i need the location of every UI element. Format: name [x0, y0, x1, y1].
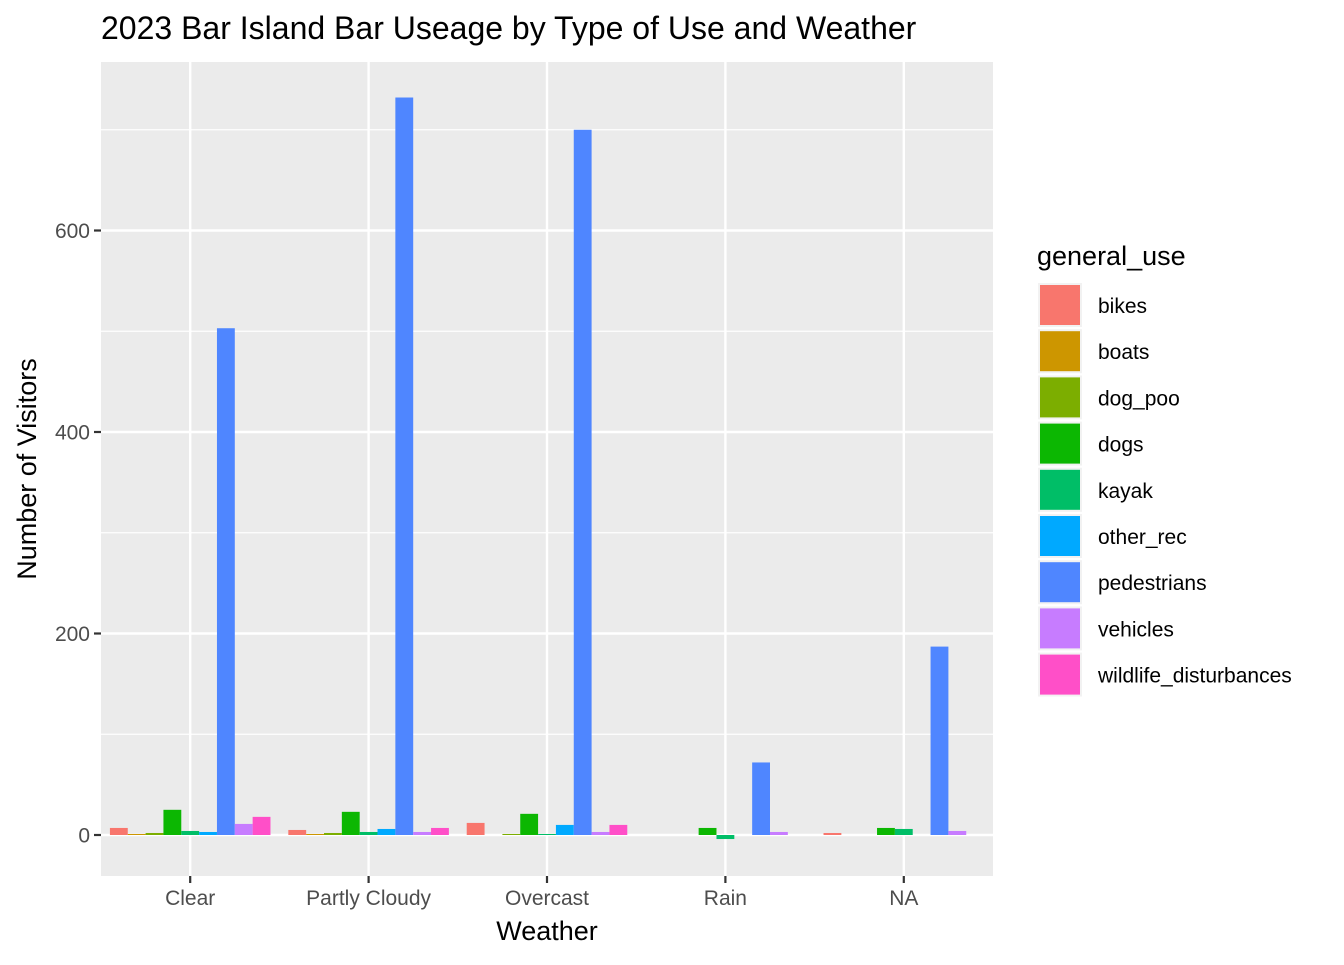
bar-pedestrians-partly-cloudy: [395, 97, 414, 835]
bar-other_rec-overcast: [555, 824, 574, 835]
legend-label-dog_poo: dog_poo: [1098, 387, 1180, 410]
bar-kayak-rain: [716, 835, 735, 840]
bar-bikes-clear: [109, 827, 128, 835]
y-axis: 0 200 400 600: [55, 220, 101, 848]
legend-swatch-boats: [1040, 331, 1080, 372]
y-tick-label: 400: [55, 422, 90, 445]
legend-swatch-dogs: [1040, 423, 1080, 464]
bar-bikes-partly-cloudy: [288, 829, 307, 835]
y-axis-label: Number of Visitors: [12, 358, 42, 580]
bar-wildlife_disturbances-partly-cloudy: [431, 827, 449, 835]
x-axis: Clear Partly Cloudy Overcast Rain NA: [165, 876, 918, 910]
y-tick-label: 0: [78, 825, 90, 848]
legend-label-pedestrians: pedestrians: [1098, 572, 1207, 595]
legend-label-kayak: kayak: [1098, 480, 1153, 503]
bar-vehicles-clear: [234, 823, 253, 835]
x-tick-label: Rain: [704, 887, 747, 910]
x-axis-label: Weather: [496, 916, 598, 946]
y-tick-label: 600: [55, 220, 90, 243]
bar-pedestrians-rain: [752, 762, 770, 835]
bar-bikes-na: [823, 832, 842, 835]
legend-label-wildlife_disturbances: wildlife_disturbances: [1097, 665, 1292, 688]
bar-kayak-na: [894, 828, 913, 835]
bar-kayak-overcast: [538, 833, 556, 835]
bar-dogs-overcast: [520, 813, 539, 835]
bar-kayak-clear: [181, 830, 200, 835]
legend-label-boats: boats: [1098, 341, 1149, 364]
bar-boats-partly-cloudy: [306, 833, 324, 835]
x-tick-label: Partly Cloudy: [306, 887, 431, 910]
legend-swatch-dog_poo: [1040, 377, 1080, 418]
bar-bikes-overcast: [466, 822, 485, 835]
bar-dog_poo-overcast: [502, 833, 521, 835]
bars-group: [109, 97, 967, 840]
bar-pedestrians-na: [930, 646, 949, 835]
bar-wildlife_disturbances-overcast: [609, 824, 628, 835]
x-tick-label: Overcast: [505, 887, 589, 910]
legend-label-other_rec: other_rec: [1098, 526, 1187, 549]
x-tick-label: NA: [889, 887, 918, 910]
bar-vehicles-overcast: [591, 831, 610, 835]
legend-swatch-pedestrians: [1040, 562, 1080, 603]
bar-other_rec-partly-cloudy: [377, 828, 396, 835]
legend-title: general_use: [1037, 241, 1186, 271]
major-gridlines: [101, 62, 993, 876]
chart-title: 2023 Bar Island Bar Useage by Type of Us…: [101, 10, 917, 46]
bar-vehicles-rain: [770, 831, 788, 835]
legend-swatch-kayak: [1040, 469, 1080, 510]
bar-vehicles-na: [948, 830, 967, 835]
y-tick-label: 200: [55, 623, 90, 646]
legend-label-dogs: dogs: [1098, 434, 1144, 457]
bar-vehicles-partly-cloudy: [413, 831, 432, 835]
legend-label-vehicles: vehicles: [1098, 618, 1174, 641]
bar-dog_poo-clear: [145, 832, 164, 835]
legend-swatch-bikes: [1040, 285, 1080, 325]
bar-other_rec-clear: [199, 831, 217, 835]
x-tick-label: Clear: [165, 887, 215, 910]
bar-dogs-partly-cloudy: [341, 811, 360, 835]
bar-dog_poo-partly-cloudy: [324, 832, 342, 835]
bar-dogs-clear: [163, 809, 182, 835]
bar-boats-clear: [127, 833, 146, 835]
legend-swatch-vehicles: [1040, 608, 1080, 649]
bar-wildlife_disturbances-clear: [252, 816, 271, 835]
bar-kayak-partly-cloudy: [359, 831, 378, 835]
bar-dogs-rain: [698, 827, 717, 835]
legend-label-bikes: bikes: [1098, 295, 1147, 318]
bar-pedestrians-overcast: [573, 129, 592, 835]
bar-dogs-na: [877, 827, 895, 835]
bar-pedestrians-clear: [216, 328, 235, 835]
legend-swatch-wildlife_disturbances: [1040, 654, 1080, 695]
legend-swatch-other_rec: [1040, 516, 1080, 556]
